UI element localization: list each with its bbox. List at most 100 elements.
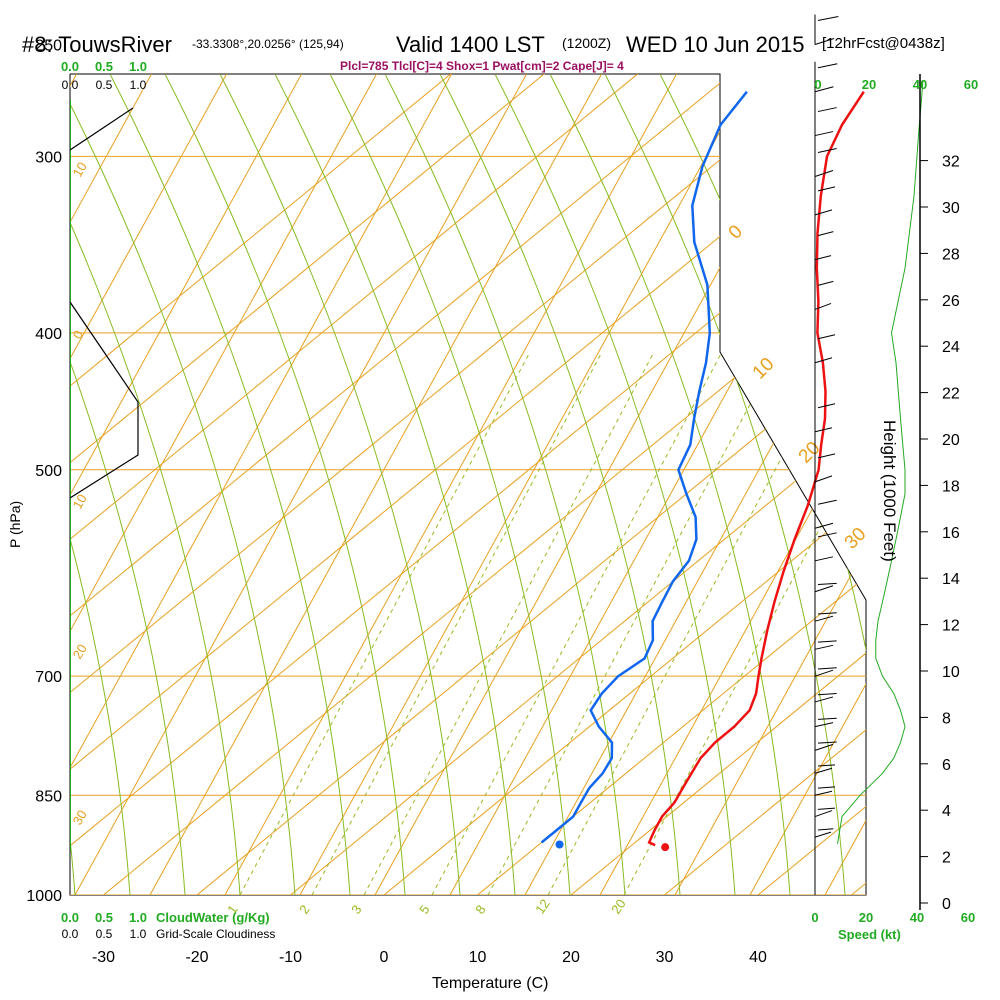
moist-adiabat <box>70 74 186 895</box>
x-tick-20: 20 <box>562 949 580 966</box>
mixing-ratio-line <box>239 351 531 895</box>
wind-barb <box>814 741 837 751</box>
cloudwater-tick-bottom-0.5: 0.5 <box>95 910 113 925</box>
cloudiness-tick-bottom-0.0: 0.0 <box>62 927 79 941</box>
isotherm-line <box>945 45 1000 895</box>
isotherm-line <box>70 74 487 895</box>
wind-barb <box>814 229 834 261</box>
p-tick-1000: 1000 <box>26 888 62 905</box>
cloudwater-tick-top-0.0: 0.0 <box>61 59 79 74</box>
isotherm-line <box>383 74 866 895</box>
wind-barb <box>814 786 836 796</box>
height-tick-14: 14 <box>942 571 960 588</box>
speed-tick-bottom-60: 60 <box>961 910 975 925</box>
moist-adiabat <box>550 74 791 895</box>
temperature-surface-dot <box>661 843 670 852</box>
p-tick-500: 500 <box>35 463 62 480</box>
moist-adiabat <box>110 74 351 895</box>
wind-barb <box>814 667 837 677</box>
height-tick-2: 2 <box>942 850 951 867</box>
moist-adiabat <box>495 74 736 895</box>
isotherm-label: 0 <box>725 221 747 243</box>
isotherm-label: 10 <box>749 354 779 384</box>
wind-barb <box>814 14 839 45</box>
cloudiness-label: Grid-Scale Cloudiness <box>156 927 275 941</box>
adiabat-line <box>824 74 866 895</box>
isotherm-line <box>70 74 581 895</box>
speed-axis-ticks: 0 20 40 600 20 40 60 <box>811 77 978 925</box>
adiabat-line <box>0 74 2 895</box>
speed-tick-top-40: 40 <box>913 77 927 92</box>
height-tick-30: 30 <box>942 200 960 217</box>
isotherm-line <box>196 74 866 895</box>
height-tick-20: 20 <box>942 432 960 449</box>
wind-barb <box>814 717 837 728</box>
wind-barb <box>814 640 837 650</box>
wind-speed-profile <box>837 80 924 844</box>
mixing-ratio-label-12: 12 <box>532 896 553 916</box>
temperature-line <box>647 91 865 847</box>
wind-barb <box>814 61 838 93</box>
x-tick-40: 40 <box>749 949 767 966</box>
height-tick-6: 6 <box>942 757 951 774</box>
adiabat-line <box>74 74 527 895</box>
moist-adiabat <box>0 75 20 895</box>
wind-barb <box>814 530 837 562</box>
adiabat-line <box>975 74 1000 895</box>
adiabat-line <box>70 74 227 895</box>
p-tick-300: 300 <box>35 149 62 166</box>
height-tick-16: 16 <box>942 525 960 542</box>
height-tick-4: 4 <box>942 803 951 820</box>
indices-line: Plcl=785 Tlcl[C]=4 Shox=1 Pwat[cm]=2 Cap… <box>340 59 624 73</box>
height-tick-24: 24 <box>942 339 960 356</box>
moist-adiabat <box>605 74 846 895</box>
cloudwater-tick-bottom-1.0: 1.0 <box>129 910 147 925</box>
wind-barb <box>814 401 836 433</box>
moist-adiabat <box>440 74 681 895</box>
adiabat-line <box>70 74 152 895</box>
wind-barb <box>814 184 836 216</box>
p-tick-250: 250 <box>35 38 62 55</box>
adiabat-line <box>224 74 677 895</box>
wind-barb <box>814 498 837 529</box>
adiabat-line <box>299 74 752 895</box>
isotherm-line <box>851 74 866 895</box>
speed-tick-top-20: 20 <box>862 77 876 92</box>
speed-label: Speed (kt) <box>838 927 901 942</box>
isotherm-label: 30 <box>70 807 90 827</box>
adiabat-line <box>374 74 827 895</box>
series-layer <box>540 90 865 852</box>
isotherm-label: 30 <box>841 524 871 554</box>
height-tick-0: 0 <box>942 896 951 913</box>
isotherm-line <box>70 74 768 895</box>
wind-barb <box>814 764 836 774</box>
cloudwater-label: CloudWater (g/Kg) <box>156 910 270 925</box>
moist-adiabat <box>220 74 461 895</box>
isotherm-label: 10 <box>70 491 90 511</box>
moist-adiabat <box>70 74 296 895</box>
isotherm-line <box>70 74 866 895</box>
x-tick--10: -10 <box>279 949 302 966</box>
dewpoint-surface-dot <box>555 840 564 849</box>
cloudwater-upper <box>70 107 134 151</box>
isotherm-line <box>70 74 674 895</box>
moist-adiabat <box>165 74 406 895</box>
mixing-ratio-line <box>431 351 723 895</box>
adiabat-line <box>70 74 377 895</box>
valid-zulu: (1200Z) <box>562 35 611 51</box>
moist-adiabat <box>275 74 516 895</box>
cloud-axis-ticks: 0.0 0.0 0.5 0.5 1.0 1.0 0.0 0.0 0.5 0.5 1.0 1.0 <box>61 59 147 941</box>
adiabat-line <box>70 74 302 895</box>
wind-barb <box>814 332 836 364</box>
height-tick-10: 10 <box>942 664 960 681</box>
mixing-ratio-label-3: 3 <box>348 902 364 917</box>
mixing-ratio-label-8: 8 <box>472 902 488 917</box>
mixing-ratio-line <box>311 351 603 895</box>
cloudiness-tick-top-0.0: 0.0 <box>62 78 79 92</box>
height-tick-18: 18 <box>942 478 960 495</box>
valid-time: Valid 1400 LST <box>396 32 545 57</box>
moist-adiabat <box>70 74 76 895</box>
x-tick--30: -30 <box>92 949 115 966</box>
adiabat-line <box>524 74 866 895</box>
cloudwater-tick-bottom-0.0: 0.0 <box>61 910 79 925</box>
